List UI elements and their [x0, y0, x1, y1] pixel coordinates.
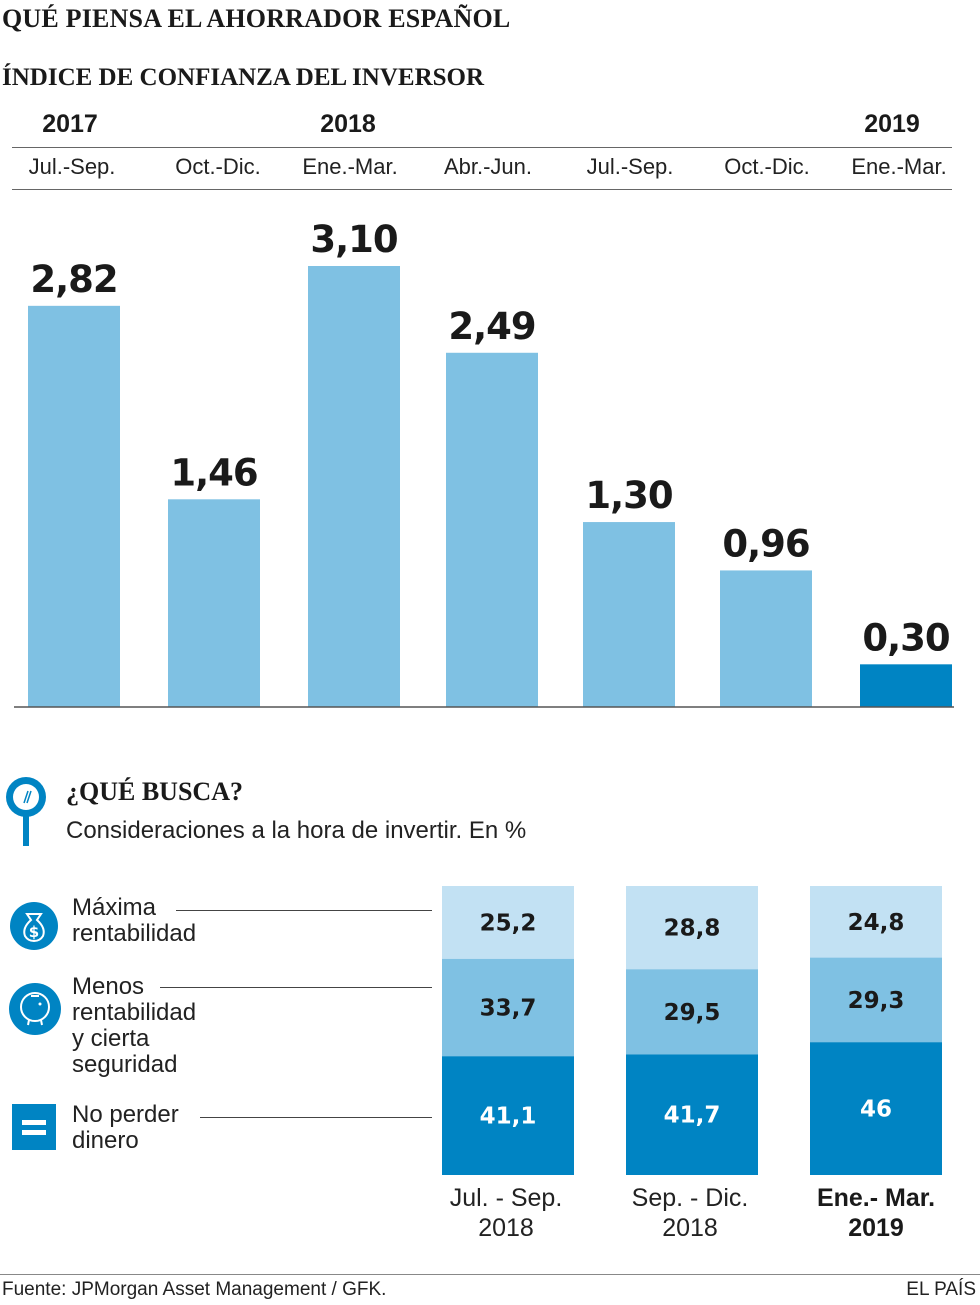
column-label: Jul. - Sep. 2018	[449, 1184, 563, 1242]
bar	[28, 305, 120, 707]
segment-value-label: 24,8	[848, 910, 905, 936]
stack-segment	[626, 1054, 758, 1175]
bar	[446, 352, 538, 707]
segment-value-label: 41,1	[480, 1104, 537, 1130]
year-label-2018: 2018	[320, 110, 376, 138]
bar	[860, 664, 952, 707]
leader-line	[176, 910, 432, 911]
period-label: Ene.-Mar.	[851, 154, 947, 179]
stack-segment	[810, 886, 942, 958]
stack-segment	[810, 957, 942, 1043]
segment-value-label: 25,2	[480, 910, 537, 936]
bar-value-label: 1,46	[170, 451, 257, 494]
main-title: QUÉ PIENSA EL AHORRADOR ESPAÑOL	[2, 4, 511, 33]
header-divider	[12, 147, 952, 148]
segment-value-label: 33,7	[480, 996, 537, 1022]
bar	[308, 266, 400, 707]
bar-value-label: 2,82	[30, 258, 117, 301]
period-label: Jul.-Sep.	[586, 154, 674, 179]
segment-value-label: 29,5	[664, 1000, 721, 1026]
bar-value-label: 1,30	[585, 474, 672, 517]
legend-label-less-return: Menos rentabilidad y cierta seguridad	[72, 973, 197, 1078]
source-note: Fuente: JPMorgan Asset Management / GFK.	[2, 1279, 387, 1300]
column-label: Sep. - Dic. 2018	[631, 1184, 749, 1242]
magnifier-icon	[6, 777, 46, 846]
bar-value-label: 2,49	[448, 305, 535, 348]
section-title: ¿QUÉ BUSCA?	[66, 777, 243, 806]
period-label: Oct.-Dic.	[724, 154, 810, 179]
segment-value-label: 46	[860, 1097, 892, 1123]
period-label: Abr.-Jun.	[443, 154, 533, 179]
period-label: Oct.-Dic.	[175, 154, 261, 179]
stack-segment	[626, 969, 758, 1055]
chart-title: ÍNDICE DE CONFIANZA DEL INVERSOR	[2, 64, 485, 91]
svg-text:$: $	[29, 923, 39, 941]
year-label-2019: 2019	[864, 110, 920, 138]
stack-segment	[442, 1056, 574, 1175]
legend-label-no-loss: No perder dinero	[72, 1101, 179, 1154]
stacked-bar-chart: 25,2 33,7 41,1 28,8 29,5 41,7 24,8 29,3 46	[442, 886, 942, 1175]
equals-icon	[12, 1104, 56, 1150]
section-subtitle: Consideraciones a la hora de invertir. E…	[66, 817, 527, 844]
segment-value-label: 41,7	[664, 1103, 721, 1129]
stack-segment	[626, 886, 758, 970]
bar-value-label: 0,30	[862, 616, 949, 659]
stack-segment	[442, 958, 574, 1057]
confidence-bar-chart: 2,82 1,46 3,10 2,49 1,30 0,96 0,30	[14, 218, 954, 708]
bar	[720, 570, 812, 707]
leader-line	[160, 987, 432, 988]
piggy-bank-icon	[9, 983, 61, 1035]
stack-segment	[442, 886, 574, 959]
bar	[583, 522, 675, 707]
bar-value-label: 0,96	[722, 522, 809, 565]
segment-value-label: 29,3	[848, 988, 905, 1014]
period-label: Ene.-Mar.	[302, 154, 398, 179]
column-label-current: Ene.- Mar. 2019	[816, 1184, 936, 1242]
period-divider	[12, 189, 952, 190]
dollar-bag-icon: $	[10, 902, 58, 950]
bar-value-label: 3,10	[310, 218, 397, 261]
bar	[168, 499, 260, 707]
period-label: Jul.-Sep.	[28, 154, 116, 179]
brand-logo: EL PAÍS	[906, 1279, 976, 1300]
legend-label-max-return: Máxima rentabilidad	[72, 894, 197, 947]
stack-segment	[810, 1042, 942, 1175]
segment-value-label: 28,8	[664, 916, 721, 942]
footer-divider	[0, 1274, 980, 1275]
year-label-2017: 2017	[42, 110, 98, 138]
leader-line	[200, 1117, 432, 1118]
